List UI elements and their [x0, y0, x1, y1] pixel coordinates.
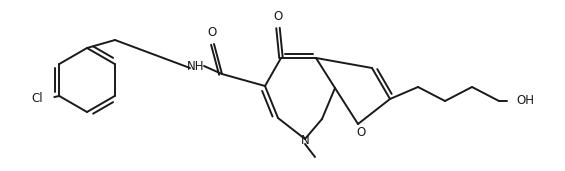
Text: NH: NH — [187, 60, 205, 73]
Text: Cl: Cl — [32, 91, 44, 104]
Text: O: O — [207, 27, 216, 40]
Text: O: O — [273, 10, 282, 23]
Text: N: N — [301, 134, 310, 147]
Text: OH: OH — [516, 95, 534, 108]
Text: O: O — [357, 127, 366, 140]
